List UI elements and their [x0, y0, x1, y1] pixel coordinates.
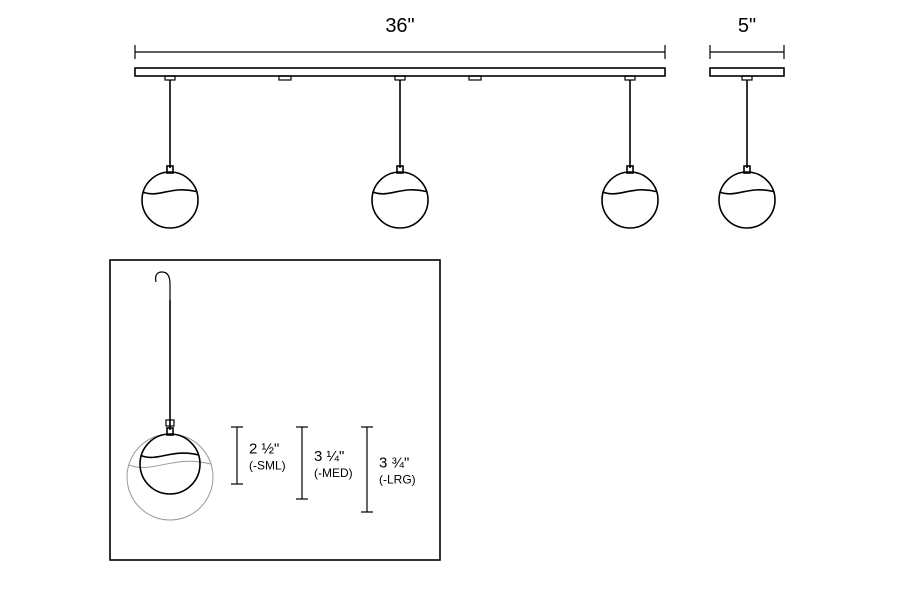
- side-width-dimension: 5": [710, 15, 784, 59]
- globe-large-outline: [127, 428, 213, 520]
- cord-hook: [156, 272, 170, 300]
- side-canopy: [710, 68, 784, 76]
- size-label-bot: (-LRG): [379, 473, 416, 487]
- pendant: [372, 76, 428, 228]
- pendant-light-dimension-diagram: 36"5"2 ½"(-SML)3 ¼"(-MED)3 ¾"(-LRG): [0, 0, 900, 600]
- size-label-bot: (-MED): [314, 466, 353, 480]
- size-label-top: 3 ¾": [379, 455, 409, 472]
- pendant-globe: [719, 166, 775, 228]
- size-label-bot: (-SML): [249, 459, 286, 473]
- detail-box: 2 ½"(-SML)3 ¼"(-MED)3 ¾"(-LRG): [110, 260, 440, 560]
- pendant-globe: [602, 166, 658, 228]
- pendant: [142, 76, 198, 228]
- side-width-dimension-label: 5": [738, 15, 756, 37]
- size-option: 3 ¾"(-LRG): [361, 427, 416, 512]
- size-option: 3 ¼"(-MED): [296, 427, 353, 499]
- size-label-top: 2 ½": [249, 441, 279, 458]
- size-option: 2 ½"(-SML): [231, 427, 286, 484]
- pendant: [602, 76, 658, 228]
- main-fixture: [135, 68, 665, 228]
- canopy-bar: [135, 68, 665, 76]
- side-fixture: [710, 68, 784, 228]
- pendant-globe: [372, 166, 428, 228]
- main-width-dimension-label: 36": [385, 15, 414, 37]
- main-width-dimension: 36": [135, 15, 665, 59]
- size-label-top: 3 ¼": [314, 448, 344, 465]
- pendant-globe: [142, 166, 198, 228]
